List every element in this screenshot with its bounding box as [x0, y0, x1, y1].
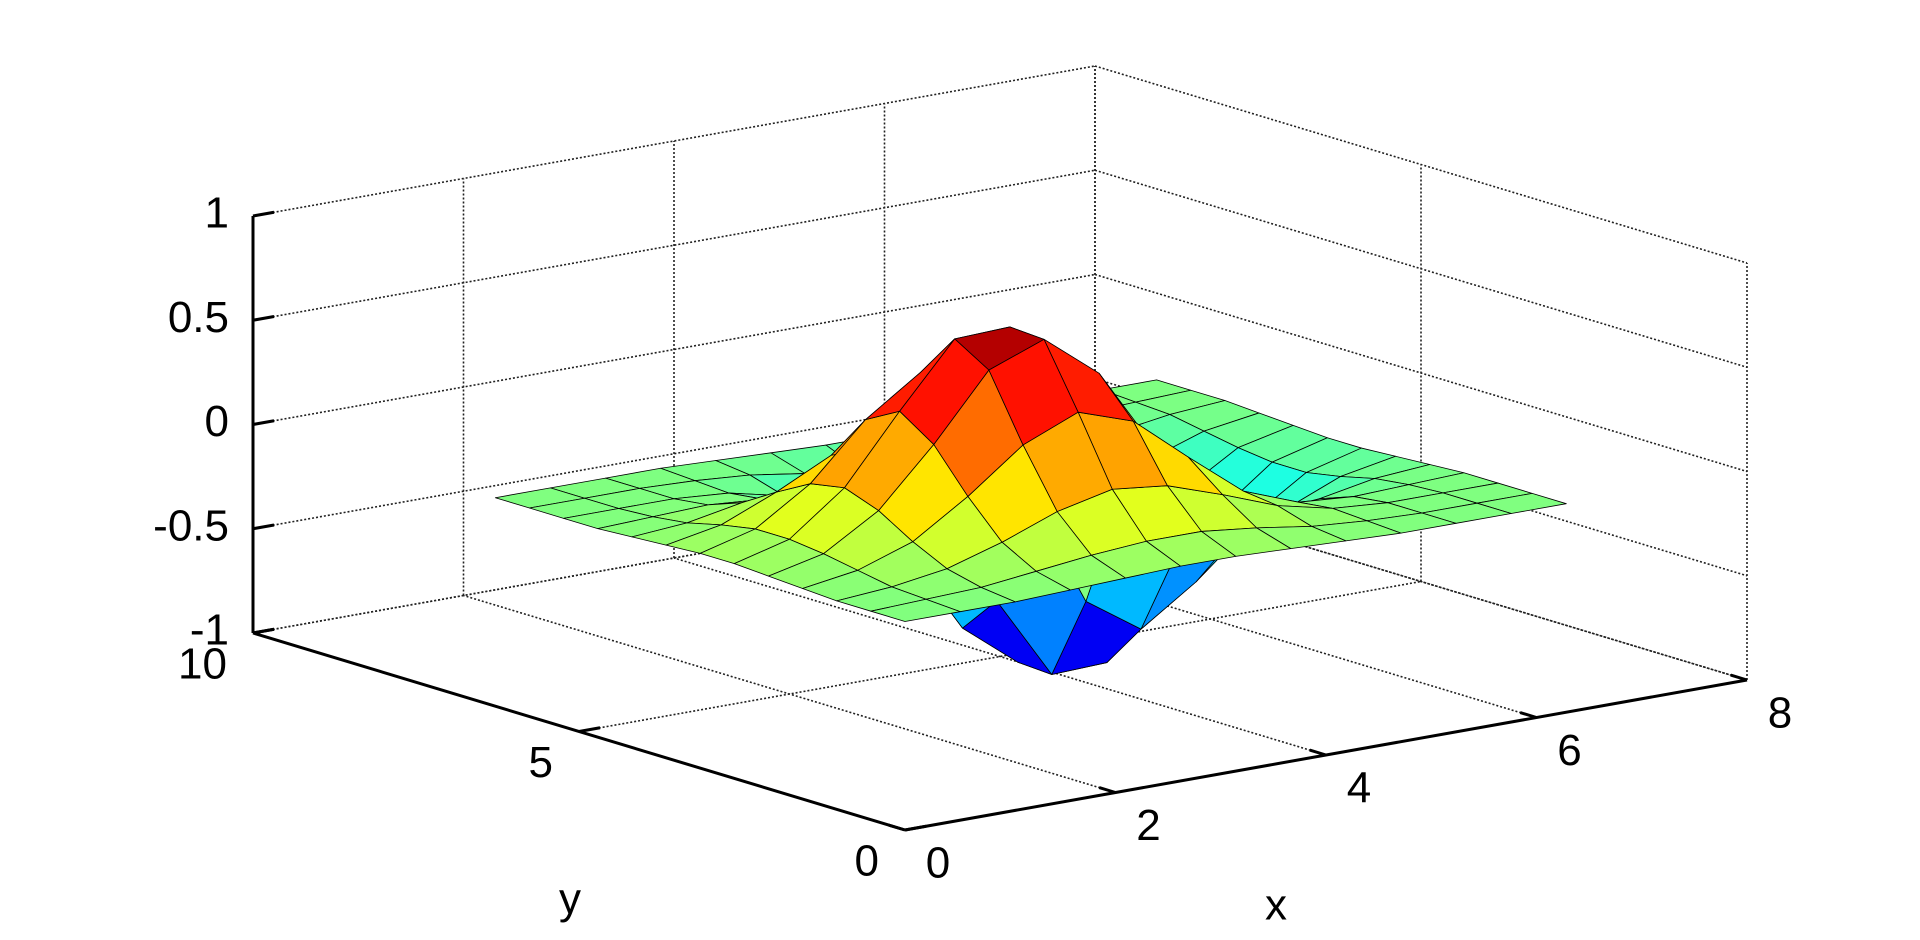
surface	[494, 326, 1567, 675]
labels: x y 0 2 4 6 8 0 5 10-1 -0.5 0 0.5 1	[153, 189, 1792, 930]
x-tick	[1730, 673, 1748, 682]
y-tick-label: 0	[855, 837, 879, 886]
z-tick-label: 0.5	[168, 293, 229, 342]
x-tick	[1309, 748, 1327, 757]
y-axis-label: y	[559, 875, 581, 924]
y-tick-label: 5	[529, 738, 553, 787]
x-tick	[1519, 711, 1537, 719]
x-tick-label: 8	[1768, 689, 1792, 738]
z-tick-label: 0	[205, 397, 229, 446]
y-tick	[904, 824, 927, 832]
y-tick	[578, 726, 601, 733]
x-tick-label: 4	[1347, 764, 1371, 813]
grid-line	[578, 580, 1422, 733]
y-tick-label: 10	[178, 640, 227, 689]
z-tick	[252, 210, 275, 218]
z-tick-label: -1	[190, 606, 229, 655]
grid-line	[673, 557, 1327, 756]
x-tick-label: 0	[926, 839, 950, 888]
z-tick	[252, 627, 275, 635]
x-axis-label: x	[1265, 881, 1287, 930]
surface-patch	[954, 326, 1045, 371]
z-tick	[252, 523, 275, 531]
x-tick-label: 6	[1557, 726, 1581, 775]
grid-line	[1094, 169, 1748, 369]
x-tick-label: 2	[1136, 801, 1160, 850]
z-tick-label: 1	[205, 189, 229, 238]
z-tick	[252, 315, 275, 322]
grid-line	[252, 65, 1096, 217]
axes	[251, 210, 1748, 832]
x-tick	[888, 823, 906, 832]
z-tick	[252, 419, 275, 426]
grid-line	[1094, 273, 1748, 473]
z-tick-label: -0.5	[153, 501, 229, 550]
grid-line	[252, 169, 1096, 322]
x-tick	[1098, 786, 1116, 794]
surface-patch	[870, 598, 961, 622]
grid-line	[1094, 65, 1748, 264]
grid-line	[252, 273, 1096, 426]
